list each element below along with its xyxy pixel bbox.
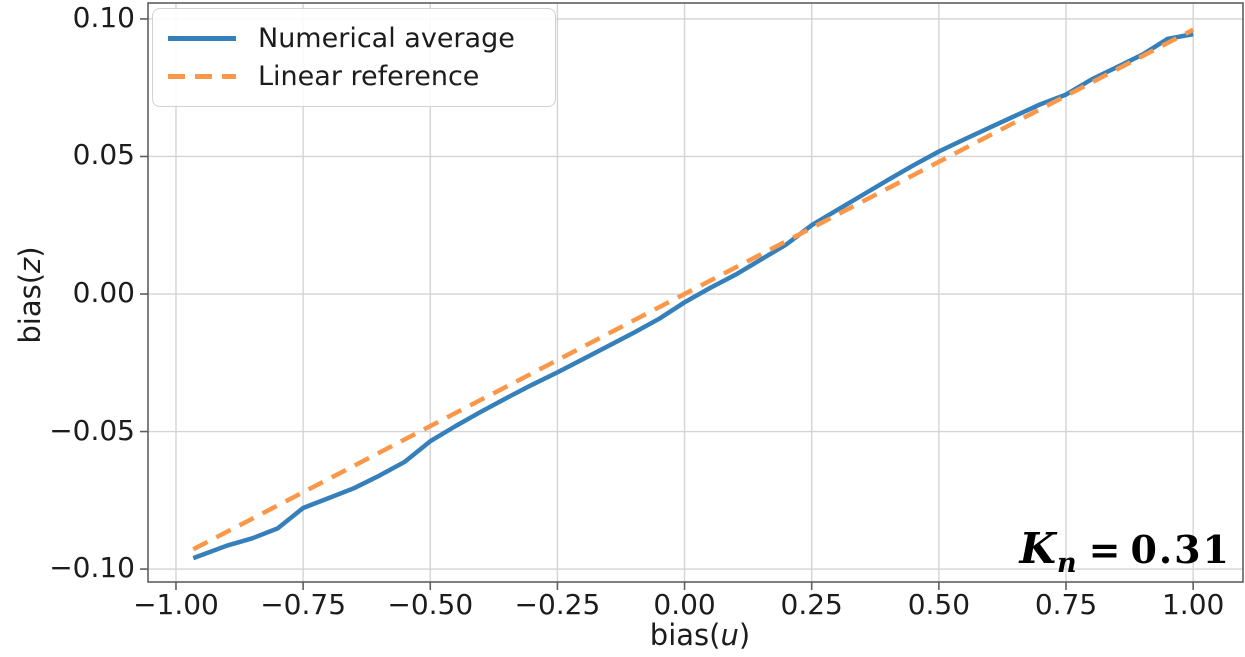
y-tick-label: 0.05 <box>72 138 135 172</box>
x-tick-label: 1.00 <box>1161 588 1225 621</box>
legend-label-numerical-average: Numerical average <box>258 23 515 55</box>
dashed-line-sample-icon <box>168 73 236 79</box>
axes-frame <box>147 2 1244 583</box>
series-line-linear-reference <box>192 27 1195 552</box>
x-tick-label: −0.75 <box>260 588 347 621</box>
y-tick-label: −0.10 <box>49 551 135 585</box>
legend-entry-linear-reference: Linear reference <box>168 58 540 95</box>
legend-label-linear-reference: Linear reference <box>258 60 480 92</box>
solid-line-sample-icon <box>168 36 236 42</box>
y-axis-label-variable: z <box>13 257 47 273</box>
x-axis-label: bias(u) <box>595 618 805 652</box>
kn-annotation-variable: K <box>1019 524 1056 573</box>
y-tick-label: 0.00 <box>72 276 135 309</box>
y-tick-label: −0.05 <box>49 413 135 447</box>
y-axis-label-suffix: ) <box>13 246 47 258</box>
x-tick-label: −1.00 <box>133 588 219 621</box>
x-axis-label-suffix: ) <box>738 618 751 652</box>
kn-annotation: Kn = 0.31 <box>1019 524 1231 579</box>
y-axis-label: bias(z) <box>13 246 47 343</box>
x-tick-label: −0.25 <box>514 588 601 621</box>
y-axis-label-prefix: bias( <box>13 272 47 344</box>
x-tick-label: −0.50 <box>387 588 474 621</box>
legend-entry-numerical-average: Numerical average <box>168 20 540 57</box>
x-tick-label: 0.25 <box>780 588 843 621</box>
legend: Numerical average Linear reference <box>152 8 556 107</box>
x-tick-label: 0.75 <box>1034 588 1098 621</box>
y-tick-label: 0.10 <box>72 0 135 34</box>
kn-annotation-value: 0.31 <box>1130 527 1231 572</box>
x-tick-label: 0.00 <box>653 588 716 621</box>
x-axis-label-prefix: bias( <box>649 618 721 652</box>
x-tick-label: 0.50 <box>907 588 971 621</box>
kn-annotation-subscript: n <box>1056 548 1077 579</box>
x-axis-label-variable: u <box>720 618 739 652</box>
kn-annotation-equals: = <box>1088 527 1121 572</box>
series-line-numerical-average <box>192 31 1194 561</box>
